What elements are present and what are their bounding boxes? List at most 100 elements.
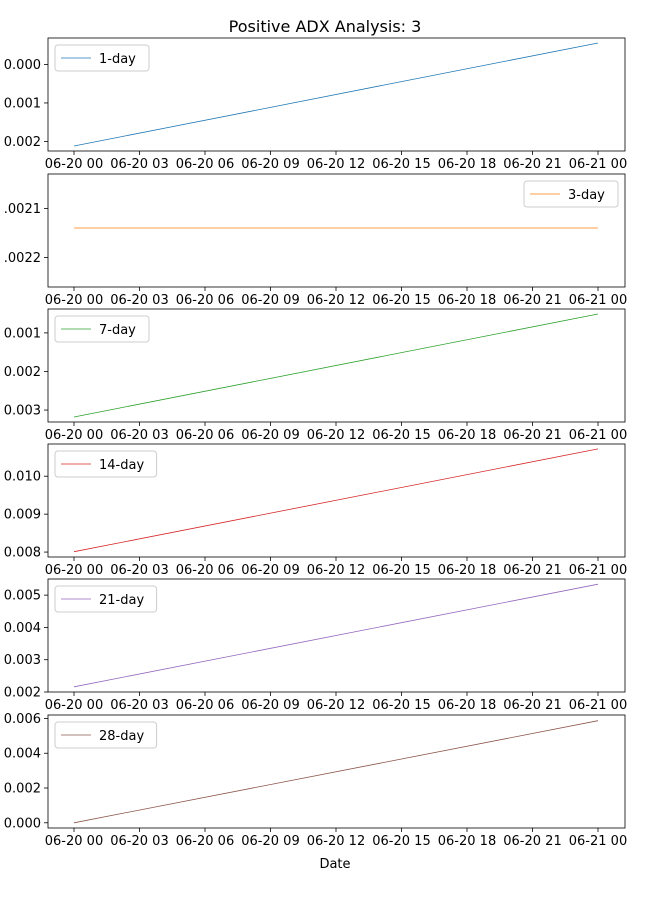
legend: 7-day xyxy=(54,315,150,343)
legend-box xyxy=(54,315,150,343)
x-tick-label: 06-20 03 xyxy=(110,834,168,849)
y-tick-label: 0.003 xyxy=(4,653,41,668)
subplot-3: 06-20 00 06-20 03 06-20 06 06-20 09 06-20 12… xyxy=(4,308,627,443)
y-tick-label: 0.001 xyxy=(4,326,41,341)
subplots: 06-20 00 06-20 03 06-20 06 06-20 09 06-20 12… xyxy=(4,37,627,849)
legend-label: 28-day xyxy=(99,729,144,744)
x-tick-label: 06-20 00 xyxy=(45,293,103,308)
y-tick-label: 0.002 xyxy=(4,686,41,701)
subplot-2: 06-20 00 06-20 03 06-20 06 06-20 09 06-20 12… xyxy=(4,173,627,308)
x-tick-label: 06-20 18 xyxy=(438,563,496,578)
legend-box xyxy=(54,44,150,72)
y-tick-label: .0021 xyxy=(4,202,41,217)
legend-box xyxy=(54,721,158,749)
x-tick-label: 06-20 09 xyxy=(241,293,299,308)
subplot-1: 06-20 00 06-20 03 06-20 06 06-20 09 06-20 12… xyxy=(4,37,627,172)
series-line-1-day xyxy=(73,42,599,147)
series-line-14-day xyxy=(73,448,599,553)
x-tick-label: 06-20 03 xyxy=(110,293,168,308)
x-tick-label: 06-20 21 xyxy=(503,157,561,172)
y-tick-label: 0.003 xyxy=(4,404,41,419)
x-tick-label: 06-20 09 xyxy=(241,157,299,172)
x-tick-label: 06-20 06 xyxy=(176,563,234,578)
plot-area-frame xyxy=(47,308,626,423)
x-tick-label: 06-20 06 xyxy=(176,428,234,443)
x-tick-label: 06-20 12 xyxy=(307,293,365,308)
legend-label: 1-day xyxy=(99,52,136,67)
subplot-5: 06-20 00 06-20 03 06-20 06 06-20 09 06-20 12… xyxy=(4,578,627,713)
x-tick-label: 06-20 15 xyxy=(372,563,430,578)
x-tick-label: 06-20 21 xyxy=(503,834,561,849)
x-tick-label: 06-20 15 xyxy=(372,834,430,849)
x-tick-label: 06-20 00 xyxy=(45,834,103,849)
x-tick-label: 06-20 00 xyxy=(45,428,103,443)
x-tick-label: 06-20 09 xyxy=(241,698,299,713)
legend: 3-day xyxy=(523,180,619,208)
y-tick-label: .0022 xyxy=(4,251,41,266)
subplot-6: 06-20 00 06-20 03 06-20 06 06-20 09 06-20 12… xyxy=(4,712,627,849)
y-tick-label: 0.000 xyxy=(4,58,41,73)
y-tick-label: 0.001 xyxy=(4,96,41,111)
y-tick-label: 0.005 xyxy=(4,589,41,604)
x-tick-label: 06-20 12 xyxy=(307,157,365,172)
x-tick-label: 06-20 12 xyxy=(307,428,365,443)
legend: 28-day xyxy=(54,721,158,749)
x-axis-label: Date xyxy=(319,857,350,872)
legend-label: 14-day xyxy=(99,458,144,473)
plot-area-frame xyxy=(47,443,626,558)
plot-area-frame xyxy=(47,714,626,829)
x-tick-label: 06-20 18 xyxy=(438,834,496,849)
x-tick-label: 06-20 03 xyxy=(110,698,168,713)
x-tick-label: 06-20 15 xyxy=(372,698,430,713)
x-tick-label: 06-20 00 xyxy=(45,563,103,578)
legend-label: 21-day xyxy=(99,593,144,608)
x-tick-label: 06-20 09 xyxy=(241,563,299,578)
x-tick-label: 06-20 15 xyxy=(372,157,430,172)
x-tick-label: 06-20 15 xyxy=(372,293,430,308)
y-tick-label: 0.004 xyxy=(4,747,41,762)
x-tick-label: 06-20 21 xyxy=(503,293,561,308)
legend-label: 3-day xyxy=(568,188,605,203)
series-line-21-day xyxy=(73,583,599,688)
x-tick-label: 06-20 00 xyxy=(45,698,103,713)
x-tick-label: 06-20 18 xyxy=(438,428,496,443)
x-tick-label: 06-21 00 xyxy=(569,428,627,443)
y-tick-label: 0.009 xyxy=(4,508,41,523)
x-tick-label: 06-20 03 xyxy=(110,428,168,443)
x-tick-label: 06-20 21 xyxy=(503,563,561,578)
legend: 1-day xyxy=(54,44,150,72)
x-tick-label: 06-20 03 xyxy=(110,157,168,172)
x-tick-label: 06-20 12 xyxy=(307,834,365,849)
x-tick-label: 06-20 12 xyxy=(307,563,365,578)
y-tick-label: 0.002 xyxy=(4,782,41,797)
x-tick-label: 06-21 00 xyxy=(569,834,627,849)
x-tick-label: 06-20 06 xyxy=(176,293,234,308)
x-tick-label: 06-20 18 xyxy=(438,698,496,713)
legend-box xyxy=(523,180,619,208)
legend-box xyxy=(54,585,158,613)
x-tick-label: 06-21 00 xyxy=(569,563,627,578)
legend: 14-day xyxy=(54,450,158,478)
subplot-4: 06-20 00 06-20 03 06-20 06 06-20 09 06-20 12… xyxy=(4,443,627,578)
y-tick-label: 0.002 xyxy=(4,365,41,380)
legend: 21-day xyxy=(54,585,158,613)
y-tick-label: 0.004 xyxy=(4,621,41,636)
x-tick-label: 06-20 12 xyxy=(307,698,365,713)
x-tick-label: 06-21 00 xyxy=(569,698,627,713)
legend-label: 7-day xyxy=(99,323,136,338)
chart-title: Positive ADX Analysis: 3 xyxy=(229,17,422,36)
series-line-28-day xyxy=(73,720,599,824)
plot-area-frame xyxy=(47,173,626,288)
plot-area-frame xyxy=(47,37,626,152)
x-tick-label: 06-20 06 xyxy=(176,157,234,172)
x-tick-label: 06-20 21 xyxy=(503,428,561,443)
x-tick-label: 06-20 06 xyxy=(176,698,234,713)
x-tick-label: 06-20 15 xyxy=(372,428,430,443)
y-tick-label: 0.008 xyxy=(4,546,41,561)
plot-area-frame xyxy=(47,578,626,693)
x-tick-label: 06-21 00 xyxy=(569,157,627,172)
y-tick-label: 0.006 xyxy=(4,712,41,727)
x-tick-label: 06-20 00 xyxy=(45,157,103,172)
x-tick-label: 06-21 00 xyxy=(569,293,627,308)
